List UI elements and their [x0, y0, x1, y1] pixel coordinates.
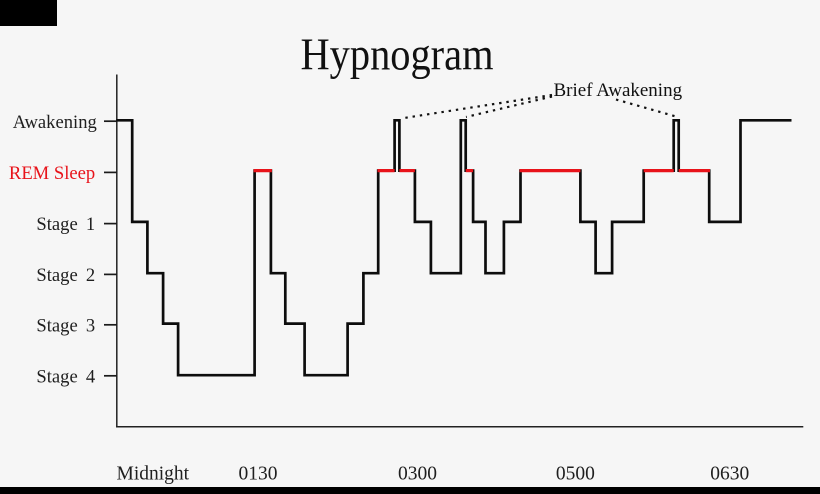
- svg-text:Awakening: Awakening: [13, 112, 97, 133]
- svg-text:Midnight: Midnight: [117, 463, 190, 484]
- svg-text:REM Sleep: REM Sleep: [9, 163, 95, 184]
- svg-text:0500: 0500: [556, 463, 595, 484]
- svg-text:0300: 0300: [398, 463, 437, 484]
- svg-text:0130: 0130: [239, 463, 278, 484]
- svg-text:Stage 3: Stage 3: [36, 315, 95, 336]
- svg-text:Brief Awakening: Brief Awakening: [554, 80, 683, 101]
- svg-text:Hypnogram: Hypnogram: [301, 30, 494, 80]
- svg-text:Stage 4: Stage 4: [36, 366, 95, 387]
- svg-text:0630: 0630: [710, 463, 749, 484]
- svg-text:Stage 2: Stage 2: [36, 265, 95, 286]
- svg-text:Stage 1: Stage 1: [36, 214, 95, 235]
